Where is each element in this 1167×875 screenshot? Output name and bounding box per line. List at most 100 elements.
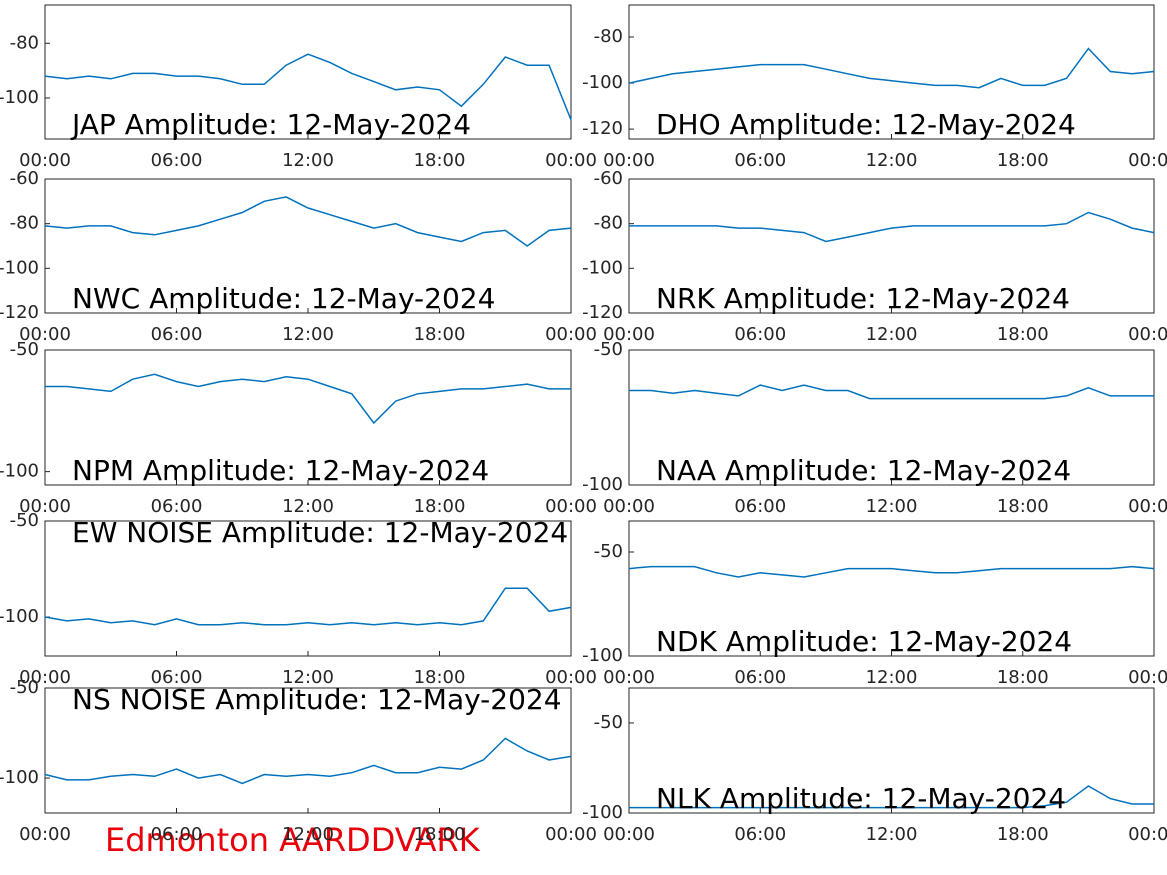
x-tick-label: 00:00 bbox=[19, 496, 71, 517]
axes-box bbox=[628, 687, 1155, 814]
x-tick-label: 18:00 bbox=[414, 324, 466, 345]
x-tick-label: 12:00 bbox=[866, 324, 918, 345]
y-tick-label: -100 bbox=[0, 257, 39, 278]
y-tick-label: -100 bbox=[582, 802, 623, 823]
y-tick-label: -80 bbox=[594, 213, 623, 234]
panel: 00:00 06:00 12:00 18:00 00:00 -50 -100 NDK Ampl… bbox=[582, 520, 1167, 688]
x-tick-label: 00:00 bbox=[545, 667, 597, 688]
y-tick-label: -100 bbox=[0, 767, 39, 788]
y-tick-label: -80 bbox=[594, 26, 623, 47]
axes-box bbox=[44, 178, 572, 314]
x-tick-label: 12:00 bbox=[282, 324, 334, 345]
panel: 00:00 06:00 12:00 18:00 00:00 -80 -100 -120 DHO … bbox=[582, 4, 1167, 171]
y-tick-label: -50 bbox=[594, 541, 623, 562]
panel-title: JAP Amplitude: 12-May-2024 bbox=[70, 108, 471, 141]
panel: 00:00 06:00 12:00 18:00 00:00 -60 -80 -100 -120 N… bbox=[582, 168, 1167, 345]
x-tick-label: 00:00 bbox=[603, 667, 655, 688]
panel-title: EW NOISE Amplitude: 12-May-2024 bbox=[72, 516, 568, 549]
x-tick-label: 12:00 bbox=[866, 496, 918, 517]
x-tick-label: 12:00 bbox=[282, 667, 334, 688]
x-tick-label: 12:00 bbox=[282, 150, 334, 171]
series-line bbox=[628, 47, 1155, 89]
series-line bbox=[629, 785, 1154, 809]
series-line bbox=[629, 211, 1155, 243]
x-tick-label: 18:00 bbox=[997, 667, 1049, 688]
x-tick-label: 00:00 bbox=[19, 824, 71, 845]
y-tick-label: -50 bbox=[10, 677, 39, 698]
x-tick-label: 00:00 bbox=[1128, 496, 1167, 517]
x-tick-label: 12:00 bbox=[866, 150, 918, 171]
x-tick-label: 06:00 bbox=[151, 667, 203, 688]
panel: 00:00 06:00 12:00 18:00 00:00 -50 -100 NLK Ampl… bbox=[582, 687, 1167, 845]
x-tick-label: 00:00 bbox=[603, 324, 655, 345]
x-tick-label: 00:00 bbox=[1128, 150, 1167, 171]
panel: 00:00 06:00 12:00 18:00 00:00 -50 -100 EW NOISE… bbox=[0, 510, 597, 688]
x-tick-label: 06:00 bbox=[734, 150, 786, 171]
series-line bbox=[45, 373, 571, 425]
x-tick-label: 00:00 bbox=[19, 324, 71, 345]
x-tick-label: 06:00 bbox=[734, 324, 786, 345]
x-tick-label: 12:00 bbox=[282, 824, 334, 845]
series-line bbox=[629, 384, 1154, 400]
axes-box bbox=[44, 520, 572, 657]
axes-box bbox=[628, 349, 1155, 486]
x-tick-label: 00:00 bbox=[603, 496, 655, 517]
y-tick-label: -50 bbox=[594, 712, 623, 733]
y-tick-label: -100 bbox=[582, 645, 623, 666]
y-tick-label: -120 bbox=[582, 118, 623, 139]
x-tick-label: 18:00 bbox=[997, 150, 1049, 171]
x-tick-label: 06:00 bbox=[151, 824, 203, 845]
x-tick-label: 00:00 bbox=[545, 824, 597, 845]
panel-title: DHO Amplitude: 12-May-2024 bbox=[656, 108, 1076, 141]
series-line bbox=[44, 737, 572, 785]
axes-box bbox=[44, 349, 572, 486]
x-tick-label: 00:00 bbox=[603, 824, 655, 845]
panel: 00:00 06:00 12:00 18:00 00:00 -60 -80 -100 -120 N… bbox=[0, 168, 597, 345]
panel-title: NDK Amplitude: 12-May-2024 bbox=[656, 625, 1072, 658]
x-tick-label: 18:00 bbox=[414, 667, 466, 688]
x-tick-label: 18:00 bbox=[997, 824, 1049, 845]
panel: 00:00 06:00 12:00 18:00 00:00 -50 -100 NS NOISE… bbox=[0, 677, 597, 845]
panel: 00:00 06:00 12:00 18:00 00:00 -50 -100 NAA Ampl… bbox=[582, 339, 1167, 517]
series-line bbox=[44, 587, 572, 626]
panel: 00:00 06:00 12:00 18:00 00:00 -50 -100 NPM Ampl… bbox=[0, 339, 597, 517]
x-tick-label: 00:00 bbox=[1128, 824, 1167, 845]
panel-title: NWC Amplitude: 12-May-2024 bbox=[72, 282, 495, 315]
x-tick-label: 00:00 bbox=[545, 324, 597, 345]
panel-title: NLK Amplitude: 12-May-2024 bbox=[656, 782, 1066, 815]
x-tick-label: 12:00 bbox=[866, 667, 918, 688]
x-tick-label: 06:00 bbox=[151, 324, 203, 345]
axes-box bbox=[44, 4, 572, 140]
panel-title: NRK Amplitude: 12-May-2024 bbox=[656, 282, 1070, 315]
y-tick-label: -100 bbox=[0, 606, 39, 627]
y-tick-label: -50 bbox=[594, 339, 623, 360]
x-tick-label: 12:00 bbox=[282, 496, 334, 517]
y-tick-label: -120 bbox=[0, 302, 39, 323]
x-tick-label: 18:00 bbox=[414, 150, 466, 171]
y-tick-label: -100 bbox=[582, 474, 623, 495]
x-tick-label: 12:00 bbox=[866, 824, 918, 845]
series-line bbox=[44, 53, 572, 121]
panel-title: NPM Amplitude: 12-May-2024 bbox=[72, 454, 489, 487]
series-line bbox=[628, 565, 1155, 578]
x-tick-label: 18:00 bbox=[414, 824, 466, 845]
y-tick-label: -100 bbox=[582, 72, 623, 93]
x-tick-label: 06:00 bbox=[151, 150, 203, 171]
panel-title: NAA Amplitude: 12-May-2024 bbox=[656, 454, 1071, 487]
y-tick-label: -80 bbox=[10, 213, 39, 234]
y-tick-label: -50 bbox=[10, 339, 39, 360]
y-tick-label: -120 bbox=[582, 302, 623, 323]
axes-box bbox=[628, 178, 1155, 314]
axes-box bbox=[44, 687, 572, 814]
panel: 00:00 06:00 12:00 18:00 00:00 -80 -100 JAP Ampl… bbox=[0, 4, 597, 171]
x-tick-label: 18:00 bbox=[997, 324, 1049, 345]
y-tick-label: -80 bbox=[10, 32, 39, 53]
y-tick-label: -60 bbox=[594, 168, 623, 189]
panel-title: NS NOISE Amplitude: 12-May-2024 bbox=[72, 683, 562, 716]
x-tick-label: 18:00 bbox=[414, 496, 466, 517]
x-tick-label: 00:00 bbox=[545, 496, 597, 517]
x-tick-label: 00:00 bbox=[545, 150, 597, 171]
y-tick-label: -60 bbox=[10, 168, 39, 189]
y-tick-label: -100 bbox=[0, 461, 39, 482]
